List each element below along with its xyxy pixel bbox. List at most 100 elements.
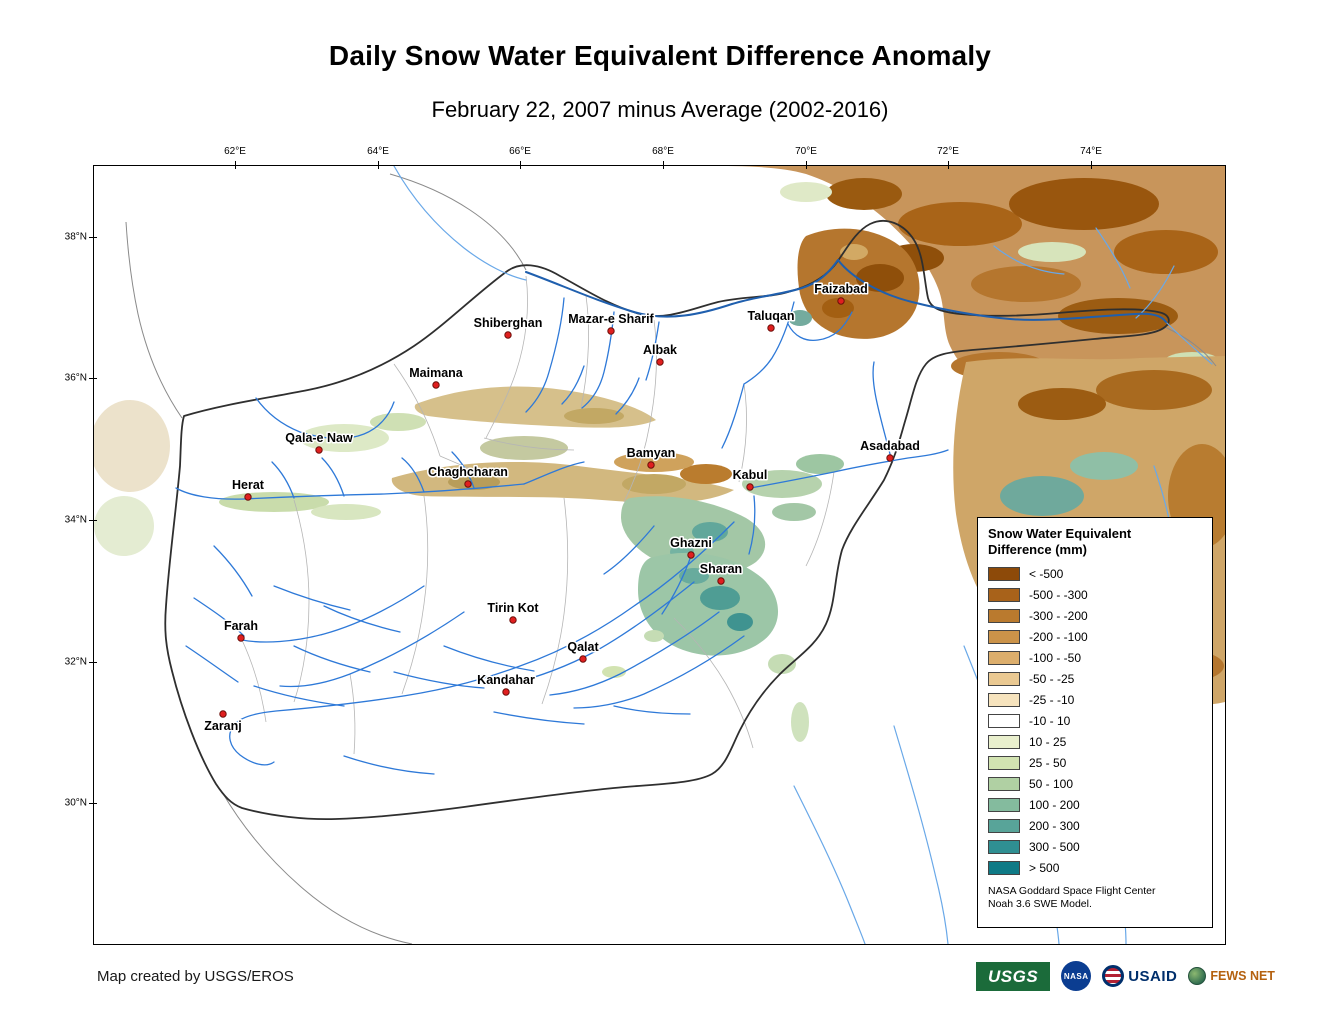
fewsnet-globe-icon bbox=[1188, 967, 1207, 985]
city-marker: Qalat bbox=[566, 639, 601, 663]
map-shape bbox=[401, 495, 429, 695]
city-label: Kabul bbox=[733, 468, 768, 482]
map-shape bbox=[485, 275, 528, 439]
map-shape bbox=[94, 496, 154, 556]
map-shape bbox=[573, 635, 745, 709]
lat-tick bbox=[89, 662, 97, 663]
city-marker: Farah bbox=[222, 618, 260, 642]
legend-entry-label: > 500 bbox=[1029, 861, 1060, 875]
city-dot bbox=[886, 454, 894, 462]
city-dot bbox=[656, 358, 664, 366]
lat-label: 32°N bbox=[64, 656, 87, 668]
neighbor-borders bbox=[125, 173, 1217, 944]
legend-note-line1: NASA Goddard Space Flight Center bbox=[988, 884, 1156, 897]
city-dot bbox=[464, 480, 472, 488]
lat-tick bbox=[89, 803, 97, 804]
city-label: Albak bbox=[643, 343, 677, 357]
city-label: Kandahar bbox=[477, 673, 535, 687]
city-dot bbox=[432, 381, 440, 389]
map-shape bbox=[561, 365, 585, 405]
city-label: Qalat bbox=[567, 640, 599, 654]
map-shape bbox=[793, 785, 866, 944]
lon-tick bbox=[806, 161, 807, 169]
city-label: Sharan bbox=[700, 562, 742, 576]
map-shape bbox=[213, 545, 253, 597]
city-label: Bamyan bbox=[627, 446, 676, 460]
map-shape bbox=[523, 461, 585, 485]
city-label: Faizabad bbox=[814, 282, 868, 296]
lon-label: 64°E bbox=[367, 146, 389, 157]
lat-label: 38°N bbox=[64, 231, 87, 243]
cities-layer: Faizabad Taluqan Mazar-e Sharif Shiberghan A… bbox=[203, 281, 922, 735]
map-shape bbox=[323, 605, 401, 633]
map-shape bbox=[448, 474, 500, 490]
city-label: Tirin Kot bbox=[487, 601, 539, 615]
map-shape bbox=[321, 457, 345, 497]
city-label: Zaranj bbox=[204, 719, 242, 733]
map-shape bbox=[549, 611, 720, 696]
map-shape bbox=[370, 413, 426, 431]
fewsnet-logo-text: FEWS NET bbox=[1210, 969, 1275, 983]
province-borders bbox=[241, 275, 835, 755]
map-shape bbox=[293, 645, 371, 673]
map-shape bbox=[393, 363, 441, 457]
map-shape bbox=[493, 711, 585, 725]
city-dot bbox=[647, 461, 655, 469]
legend-row: 50 - 100 bbox=[988, 774, 1202, 795]
legend-entry-label: -50 - -25 bbox=[1029, 672, 1075, 686]
lat-label: 36°N bbox=[64, 372, 87, 384]
legend-note-line2: Noah 3.6 SWE Model. bbox=[988, 898, 1092, 911]
legend-row: -50 - -25 bbox=[988, 669, 1202, 690]
city-marker: Ghazni bbox=[669, 535, 713, 559]
legend-entry-label: 300 - 500 bbox=[1029, 840, 1080, 854]
city-dot bbox=[767, 324, 775, 332]
map-shape bbox=[603, 525, 655, 575]
city-dot bbox=[717, 577, 725, 585]
map-shape bbox=[271, 461, 295, 499]
map-shape bbox=[780, 182, 832, 202]
legend-swatch bbox=[988, 819, 1020, 833]
map-shape bbox=[1114, 230, 1218, 274]
map-shape bbox=[822, 298, 854, 318]
map-shape bbox=[1165, 321, 1213, 365]
legend-title-line1: Snow Water Equivalent bbox=[988, 526, 1132, 541]
legend-row: -300 - -200 bbox=[988, 606, 1202, 627]
map-shape bbox=[483, 437, 575, 451]
map-shape bbox=[613, 705, 691, 715]
lon-label: 62°E bbox=[224, 146, 246, 157]
map-shape bbox=[393, 671, 485, 689]
legend-row: 200 - 300 bbox=[988, 816, 1202, 837]
map-shape bbox=[185, 645, 239, 683]
city-marker: Maimana bbox=[408, 365, 465, 389]
credit-text: Map created by USGS/EROS bbox=[97, 968, 294, 985]
map-shape bbox=[439, 455, 483, 475]
legend-swatch bbox=[988, 756, 1020, 770]
lon-tick bbox=[948, 161, 949, 169]
map-shape bbox=[768, 654, 796, 674]
legend-row: -100 - -50 bbox=[988, 648, 1202, 669]
legend-title: Snow Water Equivalent Difference (mm) bbox=[988, 526, 1202, 559]
city-marker: Herat bbox=[231, 477, 266, 501]
legend-entry-label: -500 - -300 bbox=[1029, 588, 1088, 602]
map-shape bbox=[742, 470, 822, 498]
legend-entry-label: 200 - 300 bbox=[1029, 819, 1080, 833]
legend-row: -500 - -300 bbox=[988, 585, 1202, 606]
city-marker: Bamyan bbox=[625, 445, 677, 469]
city-label: Shiberghan bbox=[474, 316, 543, 330]
map-shape bbox=[393, 166, 527, 281]
city-marker: Albak bbox=[641, 342, 679, 366]
city-label: Chaghcharan bbox=[428, 465, 508, 479]
city-marker: Sharan bbox=[698, 561, 744, 585]
legend-row: 25 - 50 bbox=[988, 753, 1202, 774]
legend-swatch bbox=[988, 630, 1020, 644]
city-marker: Mazar-e Sharif bbox=[567, 311, 656, 335]
legend-row: < -500 bbox=[988, 564, 1202, 585]
city-marker: Shiberghan bbox=[472, 315, 544, 339]
legend-row: > 500 bbox=[988, 858, 1202, 879]
map-shape bbox=[805, 471, 835, 567]
map-shape bbox=[525, 297, 565, 413]
legend-note: NASA Goddard Space Flight Center Noah 3.… bbox=[988, 885, 1202, 912]
legend-entry-label: -25 - -10 bbox=[1029, 693, 1075, 707]
page-subtitle: February 22, 2007 minus Average (2002-20… bbox=[431, 97, 889, 122]
map-shape bbox=[564, 408, 624, 424]
